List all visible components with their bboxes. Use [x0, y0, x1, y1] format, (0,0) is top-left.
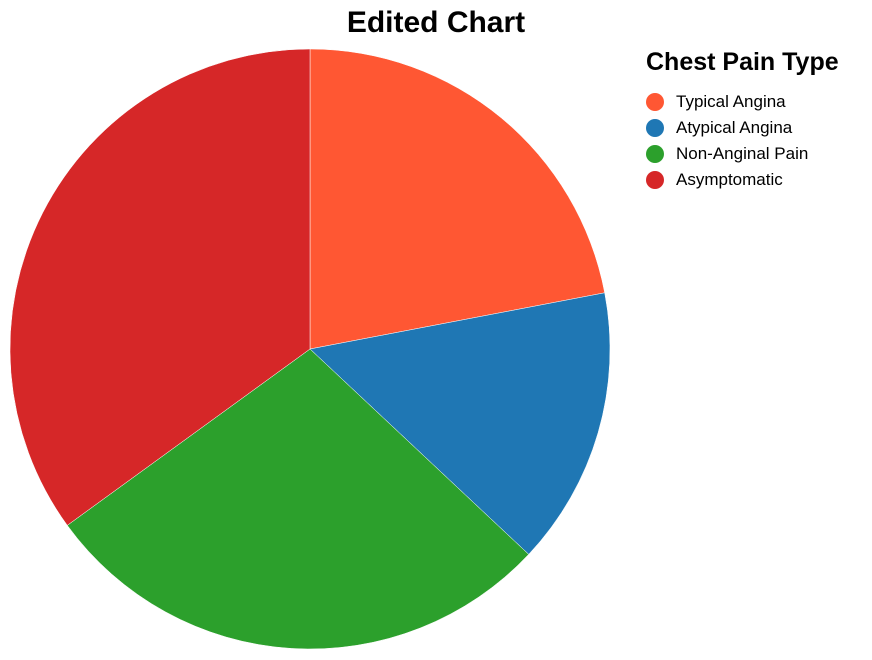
legend-label-non-anginal-pain: Non-Anginal Pain — [676, 144, 809, 163]
legend-label-atypical-angina: Atypical Angina — [676, 118, 793, 137]
legend-title: Chest Pain Type — [646, 48, 839, 76]
legend-swatch-non-anginal-pain — [646, 145, 664, 163]
pie-slice-non-anginal-pain[interactable] — [66, 348, 530, 650]
pie-slice-typical-angina[interactable] — [309, 48, 605, 350]
legend-items: Typical Angina Atypical Angina Non-Anginal… — [646, 89, 839, 193]
legend-item-atypical-angina: Atypical Angina — [646, 115, 839, 141]
legend-label-typical-angina: Typical Angina — [676, 92, 786, 111]
legend-swatch-typical-angina — [646, 93, 664, 111]
legend-item-asymptomatic: Asymptomatic — [646, 167, 839, 193]
legend-swatch-atypical-angina — [646, 119, 664, 137]
legend-label-asymptomatic: Asymptomatic — [676, 170, 783, 189]
pie-slice-asymptomatic[interactable] — [9, 48, 311, 526]
legend-item-non-anginal-pain: Non-Anginal Pain — [646, 141, 839, 167]
chart-title: Edited Chart — [346, 6, 526, 39]
legend: Chest Pain Type Typical Angina Atypical A… — [646, 48, 839, 193]
legend-swatch-asymptomatic — [646, 171, 664, 189]
pie-slice-atypical-angina[interactable] — [309, 292, 611, 555]
legend-item-typical-angina: Typical Angina — [646, 89, 839, 115]
pie-slices — [9, 48, 611, 650]
